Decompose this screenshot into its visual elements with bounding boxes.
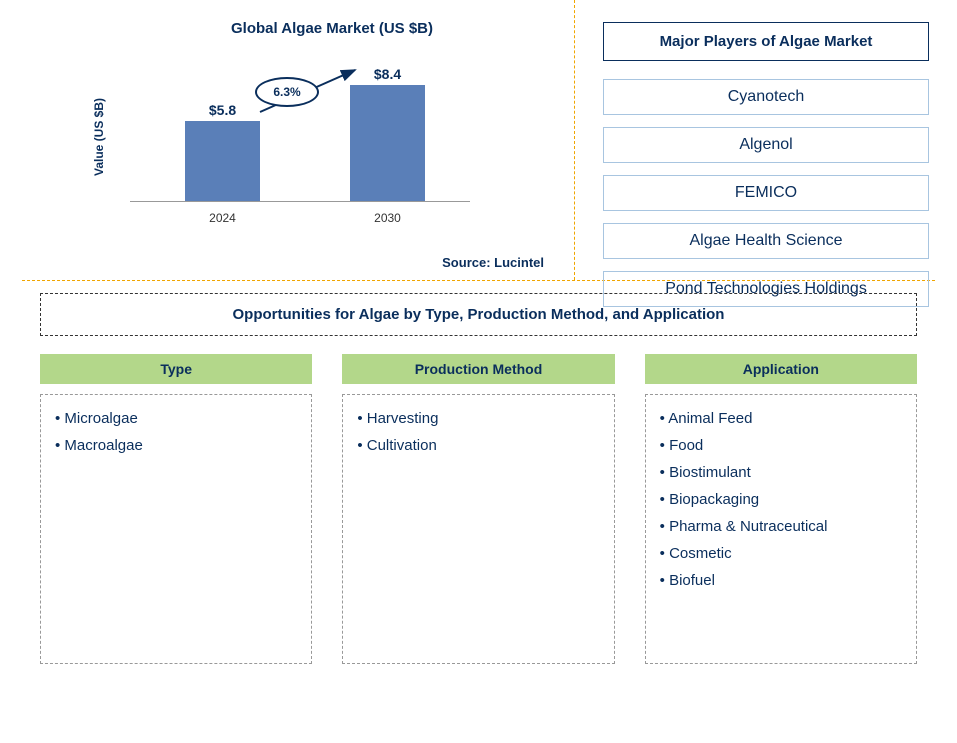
col-body-application: Animal Feed Food Biostimulant Biopackagi… xyxy=(645,394,917,664)
player-item: Algenol xyxy=(603,127,929,163)
list-item: Macroalgae xyxy=(55,432,297,459)
list-item: Animal Feed xyxy=(660,405,902,432)
player-item: Cyanotech xyxy=(603,79,929,115)
growth-rate-text: 6.3% xyxy=(273,85,300,99)
list-item: Biopackaging xyxy=(660,486,902,513)
x-tick-2030: 2030 xyxy=(350,211,425,225)
col-body-type: Microalgae Macroalgae xyxy=(40,394,312,664)
col-header-production: Production Method xyxy=(342,354,614,384)
list-item: Cosmetic xyxy=(660,540,902,567)
col-header-type: Type xyxy=(40,354,312,384)
list-item: Pharma & Nutraceutical xyxy=(660,513,902,540)
player-item: FEMICO xyxy=(603,175,929,211)
list-item: Food xyxy=(660,432,902,459)
chart-area: Global Algae Market (US $B) Value (US $B… xyxy=(0,0,575,280)
top-section: Global Algae Market (US $B) Value (US $B… xyxy=(0,0,957,280)
list-item: Microalgae xyxy=(55,405,297,432)
col-production-method: Production Method Harvesting Cultivation xyxy=(342,354,614,664)
chart-container: Value (US $B) $5.8 $8.4 xyxy=(130,47,550,227)
growth-rate-badge: 6.3% xyxy=(255,77,319,107)
players-title: Major Players of Algae Market xyxy=(603,22,929,61)
player-item: Pond Technologies Holdings xyxy=(603,271,929,307)
source-label: Source: Lucintel xyxy=(442,255,544,270)
col-application: Application Animal Feed Food Biostimulan… xyxy=(645,354,917,664)
list-item: Biostimulant xyxy=(660,459,902,486)
chart-title: Global Algae Market (US $B) xyxy=(90,20,574,37)
col-header-application: Application xyxy=(645,354,917,384)
chart-plot: $5.8 $8.4 6.3% xyxy=(130,72,470,202)
y-axis-label: Value (US $B) xyxy=(92,98,106,176)
players-area: Major Players of Algae Market Cyanotech … xyxy=(575,0,957,280)
list-item: Harvesting xyxy=(357,405,599,432)
player-item: Algae Health Science xyxy=(603,223,929,259)
list-item: Biofuel xyxy=(660,567,902,594)
list-item: Cultivation xyxy=(357,432,599,459)
x-tick-2024: 2024 xyxy=(185,211,260,225)
opportunities-columns: Type Microalgae Macroalgae Production Me… xyxy=(40,354,917,664)
col-body-production: Harvesting Cultivation xyxy=(342,394,614,664)
bottom-section: Opportunities for Algae by Type, Product… xyxy=(0,281,957,684)
growth-arrow-icon xyxy=(130,52,470,212)
col-type: Type Microalgae Macroalgae xyxy=(40,354,312,664)
